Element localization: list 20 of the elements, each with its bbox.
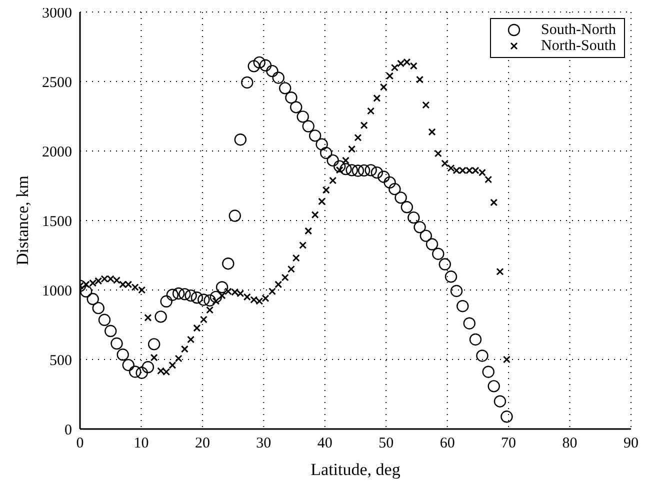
y-tick-label: 0 [64,422,72,438]
y-tick-label: 1500 [42,214,72,230]
x-tick-label: 90 [624,436,638,452]
x-tick-label: 30 [256,436,272,452]
x-tick-label: 80 [562,436,578,452]
y-tick-label: 2500 [42,74,72,91]
x-tick-label: 20 [194,436,210,452]
x-tick-label: 0 [76,436,84,452]
x-tick-label: 60 [440,436,455,452]
x-tick-label: 70 [501,436,516,452]
legend-label: North-South [541,38,616,54]
y-axis-title: Distance, km [13,176,32,266]
x-tick-label: 10 [134,436,149,452]
y-tick-label: 500 [50,352,72,369]
x-tick-label: 40 [317,436,332,452]
x-axis-title: Latitude, deg [310,460,401,479]
x-tick-label: 50 [378,436,394,452]
y-tick-label: 2000 [42,144,72,160]
y-tick-label: 1000 [42,283,72,300]
legend-label: South-North [541,22,616,38]
